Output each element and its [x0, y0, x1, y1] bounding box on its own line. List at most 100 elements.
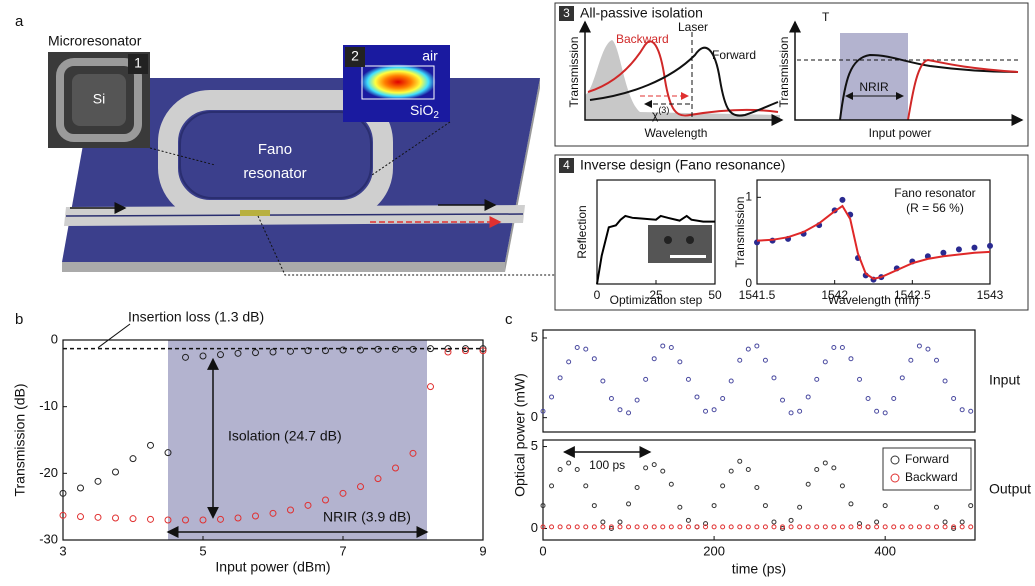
data-point	[617, 407, 623, 413]
data-point	[574, 524, 580, 530]
data-point	[252, 349, 259, 357]
data-point	[788, 517, 794, 523]
data-point	[549, 483, 555, 489]
x-tick-label: 0	[594, 288, 601, 302]
annotation: (R = 56 %)	[906, 201, 964, 215]
data-point	[643, 465, 649, 471]
panel-label: a	[15, 13, 24, 30]
data-point	[540, 524, 546, 530]
data-point	[780, 397, 786, 403]
data-point	[745, 467, 751, 473]
data-point	[916, 524, 922, 530]
data-point	[728, 468, 734, 474]
data-point	[583, 483, 589, 489]
data-point	[771, 524, 777, 530]
sem-core	[72, 74, 126, 126]
plot-frame	[542, 329, 976, 433]
data-point	[77, 484, 84, 492]
data-point	[951, 396, 957, 402]
panel-3: 3 All-passive isolation Transmission Wav…	[554, 2, 1029, 147]
series-line	[596, 214, 715, 285]
data-point	[234, 349, 242, 357]
number-box	[559, 6, 574, 21]
data-point	[951, 524, 957, 530]
data-point	[479, 347, 487, 355]
y-axis-label: Transmission	[733, 197, 747, 268]
x-axis-label: time (ps)	[732, 561, 786, 577]
data-point	[685, 524, 691, 530]
data-point	[720, 483, 726, 489]
data-point	[634, 524, 640, 530]
data-point	[737, 357, 743, 363]
data-point	[668, 524, 674, 530]
bus-line	[65, 213, 524, 217]
legend-label: Forward	[905, 452, 949, 466]
y-tick-label: -30	[39, 531, 58, 546]
data-point	[891, 396, 897, 402]
data-point	[951, 526, 957, 532]
x-tick-label: 400	[874, 543, 896, 558]
sem-hole	[686, 236, 694, 244]
data-point	[540, 503, 546, 509]
annotation: NRIR (3.9 dB)	[323, 509, 411, 525]
data-point	[942, 524, 948, 530]
data-point	[839, 483, 845, 489]
ring-label: Fano	[258, 141, 292, 158]
y-axis-label: Reflection	[575, 205, 589, 258]
data-point	[874, 524, 880, 530]
legend-label: Backward	[905, 470, 958, 484]
nrir-region	[840, 33, 908, 120]
data-point	[882, 410, 888, 416]
data-point	[600, 524, 606, 530]
data-point	[857, 376, 863, 382]
data-point	[357, 483, 364, 491]
inset-number: 1	[134, 55, 142, 71]
x-tick-label: 200	[703, 543, 725, 558]
data-point	[129, 515, 137, 523]
side-label: Input	[989, 372, 1020, 388]
plot-frame	[62, 339, 484, 541]
data-point	[164, 516, 172, 524]
data-point	[600, 519, 606, 525]
y-axis-label: Transmission (dB)	[12, 383, 28, 496]
data-point	[322, 347, 329, 355]
data-point	[882, 524, 888, 530]
data-point	[634, 397, 640, 403]
inset-number: 2	[351, 48, 359, 64]
data-point	[147, 515, 154, 523]
data-point	[685, 376, 691, 382]
axis-label: Transmission	[567, 37, 581, 108]
data-point	[805, 394, 811, 400]
data-point	[660, 468, 666, 474]
data-point	[754, 485, 760, 491]
x-tick-label: 1542	[821, 288, 848, 302]
data-point	[129, 455, 137, 463]
data-point	[831, 345, 837, 351]
data-point	[339, 489, 347, 497]
data-point	[908, 357, 914, 363]
data-point	[703, 521, 709, 527]
sio2-sub: 2	[433, 110, 439, 121]
y-tick-label: 0	[51, 331, 58, 346]
data-point	[94, 513, 102, 521]
data-point	[805, 481, 811, 487]
data-point	[634, 485, 640, 491]
data-point	[916, 343, 922, 349]
data-point	[934, 357, 940, 363]
data-point	[745, 524, 751, 530]
data-point	[797, 408, 803, 414]
data-point	[737, 458, 743, 464]
data-point	[805, 524, 811, 530]
data-point	[925, 346, 931, 352]
data-point	[814, 467, 820, 473]
fano-element	[240, 210, 270, 216]
data-point	[668, 481, 674, 487]
y-tick-label: 0	[531, 520, 538, 535]
data-point	[557, 375, 563, 381]
data-point	[839, 345, 845, 351]
sem-ring	[56, 58, 142, 142]
data-point	[771, 375, 777, 381]
x-axis-label: Input power (dBm)	[215, 559, 330, 575]
axes	[789, 20, 1024, 126]
axis-label: Wavelength	[645, 126, 708, 140]
